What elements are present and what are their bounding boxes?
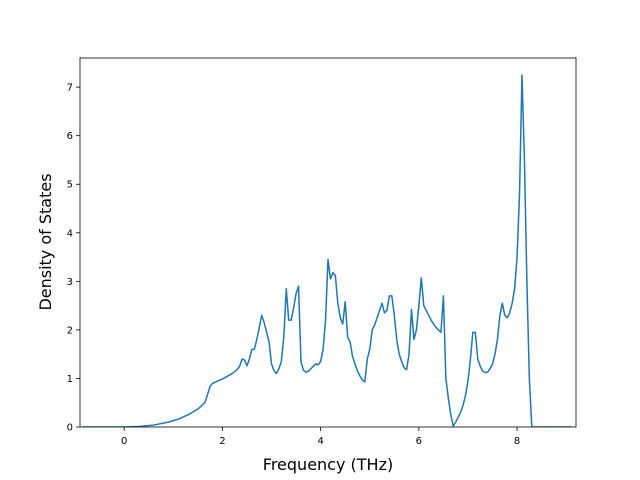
y-tick-label: 3 (67, 277, 73, 288)
x-tick-label: 2 (219, 436, 225, 447)
y-tick-label: 5 (67, 180, 73, 191)
x-axis-label: Frequency (THz) (263, 455, 393, 474)
y-axis-label: Density of States (36, 173, 55, 310)
y-tick-label: 4 (67, 228, 73, 239)
x-tick-label: 6 (416, 436, 422, 447)
x-tick-label: 0 (121, 436, 127, 447)
dos-series-line (82, 74, 572, 427)
y-tick-label: 7 (67, 83, 73, 94)
axes-frame (79, 57, 577, 428)
y-tick-label: 6 (67, 131, 73, 142)
plot-area: 0 2 4 6 8 0 1 2 3 4 5 6 7 (67, 57, 577, 447)
y-tick-label: 2 (67, 325, 73, 336)
x-tick-label: 4 (317, 436, 323, 447)
x-tick-label: 8 (514, 436, 520, 447)
y-tick-label: 0 (67, 423, 73, 434)
y-tick-label: 1 (67, 374, 73, 385)
